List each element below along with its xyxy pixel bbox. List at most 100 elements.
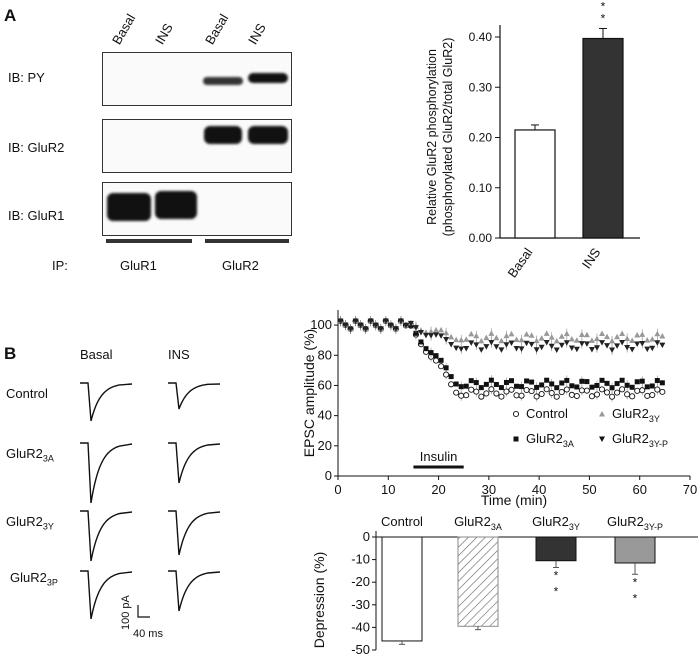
ip-label: IP: — [52, 258, 68, 273]
y-axis-label: EPSC amplitude (%) — [301, 329, 317, 457]
data-point — [609, 393, 616, 400]
x-tick-label: Basal — [505, 245, 536, 280]
y-axis-label-2: (phosphorylated GluR2/total GluR2) — [441, 38, 455, 237]
data-point — [478, 385, 484, 391]
data-point — [503, 342, 510, 348]
data-point — [433, 357, 440, 364]
trace-basal-2 — [80, 510, 133, 562]
data-point — [568, 391, 575, 398]
data-point — [614, 389, 621, 396]
data-point — [573, 337, 580, 343]
data-point — [468, 386, 475, 393]
data-point — [473, 380, 479, 386]
data-point — [412, 325, 419, 331]
data-point — [503, 388, 510, 395]
data-point — [649, 345, 656, 352]
y-tick-label: 0.20 — [469, 131, 493, 145]
trace-ins-2 — [168, 510, 221, 556]
significance-star: * — [633, 591, 638, 605]
data-point — [453, 389, 460, 396]
x-tick-label: 20 — [431, 482, 445, 497]
y-tick-label: -50 — [351, 642, 370, 656]
data-point — [644, 392, 651, 399]
data-point — [528, 388, 535, 395]
trace-basal-1 — [80, 442, 133, 504]
y-tick-label: 40 — [318, 408, 332, 423]
y-axis-label-1: Relative GluR2 phosphorylation — [425, 49, 439, 225]
data-point — [468, 378, 474, 384]
data-point — [387, 322, 394, 329]
data-point — [614, 343, 621, 349]
data-point — [407, 320, 414, 327]
data-point — [533, 337, 540, 344]
x-tick-label: 0 — [334, 482, 341, 497]
data-point — [417, 330, 424, 336]
data-point — [428, 350, 434, 356]
data-point — [609, 337, 616, 344]
scale-label-v: 100 pA — [120, 595, 132, 630]
data-point — [438, 363, 445, 370]
legend-entry: GluR23Y-P — [612, 431, 668, 449]
data-point — [413, 330, 419, 336]
scale-label-h: 40 ms — [133, 628, 163, 640]
significance-star: * — [554, 585, 559, 599]
data-point — [438, 333, 445, 339]
x-category-label: GluR23Y — [532, 514, 580, 532]
data-point — [473, 342, 480, 348]
data-point — [498, 347, 505, 353]
data-point — [493, 344, 500, 350]
data-point — [589, 384, 595, 390]
data-point — [382, 318, 389, 325]
data-point — [599, 436, 605, 442]
x-tick-label: 40 — [532, 482, 546, 497]
data-point — [523, 340, 530, 347]
data-point — [468, 340, 475, 346]
data-point — [448, 333, 455, 340]
y-tick-label: 0.30 — [469, 80, 493, 94]
data-point — [554, 385, 560, 391]
data-point — [337, 318, 344, 325]
data-point — [518, 392, 525, 399]
data-point — [483, 390, 490, 397]
data-point — [513, 336, 520, 342]
data-point — [553, 393, 560, 400]
data-point — [512, 410, 520, 418]
blot-glur1-image — [102, 182, 292, 236]
data-point — [634, 341, 641, 348]
data-point — [418, 339, 424, 345]
data-point — [654, 378, 660, 384]
data-point — [659, 380, 665, 386]
data-point — [629, 384, 635, 390]
data-point — [342, 322, 349, 329]
data-point — [614, 381, 620, 387]
y-tick-label: 20 — [318, 438, 332, 453]
data-point — [568, 345, 575, 352]
data-point — [593, 391, 601, 398]
ip-group-glur2: GluR2 — [222, 258, 259, 273]
y-tick-label: 0 — [325, 468, 332, 483]
data-point — [548, 334, 555, 340]
data-point — [624, 391, 631, 398]
data-point — [644, 346, 651, 353]
data-point — [654, 330, 661, 337]
data-point — [619, 340, 626, 346]
data-point — [483, 344, 490, 350]
legend-entry: GluR23Y — [612, 406, 660, 424]
data-point — [553, 347, 560, 353]
data-point — [352, 318, 359, 325]
significance-star: * — [554, 569, 559, 583]
data-point — [508, 330, 515, 337]
blot-glur2-image — [102, 119, 292, 173]
data-point — [519, 384, 525, 390]
legend-entry: GluR23A — [526, 431, 574, 449]
trace-basal-3 — [80, 570, 133, 620]
y-tick-label: 60 — [318, 377, 332, 392]
ip-glur1-bar — [106, 239, 192, 243]
panel-a-letter: A — [4, 6, 17, 25]
bar-2 — [535, 536, 577, 562]
trace-row-control: Control — [6, 386, 48, 401]
lane-label-1: Basal — [109, 11, 139, 48]
data-point — [629, 393, 636, 400]
data-point — [433, 326, 440, 333]
significance-star: * — [601, 11, 606, 25]
